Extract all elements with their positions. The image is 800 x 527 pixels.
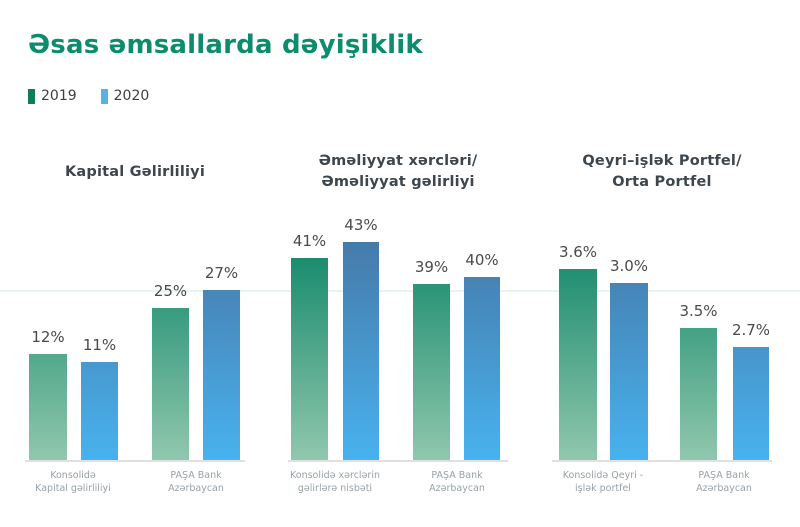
bar-value-label: 3.6%: [558, 243, 598, 261]
bar-value-label: 3.5%: [679, 302, 718, 320]
bar-value-label: 2.7%: [731, 321, 771, 339]
bar-2019: [680, 328, 717, 460]
category-label: Konsolidə Qeyri - işlək portfel: [562, 470, 644, 494]
bar-2020: [733, 347, 769, 460]
chart-group-title: Kapital Gəlirliliyi: [64, 163, 206, 180]
bar-value-label: 12%: [31, 328, 65, 346]
category-label: PAŞA Bank Azərbaycan: [429, 470, 485, 494]
chart-group-title: Əməliyyat xərcləri/Əməliyyat gəlirliyi: [318, 153, 478, 190]
page-title: Əsas əmsallarda dəyişiklik: [28, 30, 423, 60]
legend-item-2020: 2020: [100, 88, 150, 104]
x-axis-line: [552, 460, 772, 462]
category-label: PAŞA Bank Azərbaycan: [696, 470, 752, 494]
bar-2020: [343, 242, 379, 460]
category-label: Konsolidə Kapital gəlirliliyi: [35, 470, 111, 494]
bar-2019: [413, 284, 450, 460]
bar-value-label: 41%: [292, 232, 327, 250]
bar-value-label: 3.0%: [609, 257, 649, 275]
legend-item-2019: 2019: [28, 88, 77, 104]
bar-2019: [29, 354, 67, 460]
bar-2020: [610, 283, 648, 460]
bar-value-label: 25%: [153, 282, 188, 300]
legend-label: 2019: [41, 88, 77, 104]
legend-swatch-icon: [28, 88, 35, 104]
bar-value-label: 40%: [465, 251, 499, 269]
x-axis-line: [25, 460, 245, 462]
bar-2020: [203, 290, 240, 460]
legend-label: 2020: [113, 88, 150, 104]
bar-2019: [152, 308, 189, 460]
legend-swatch-icon: [100, 88, 108, 104]
bar-value-label: 43%: [344, 216, 378, 234]
bar-2019: [559, 269, 597, 460]
chart-legend: 2019 2020: [28, 88, 149, 104]
category-label: Konsolidə xərclərin gəlirlərə nisbəti: [290, 470, 380, 494]
background-gridline: [0, 290, 800, 292]
chart-group-title: Qeyri–işlək Portfel/Orta Portfel: [582, 153, 742, 190]
x-axis-line: [288, 460, 508, 462]
bar-value-label: 27%: [204, 264, 239, 282]
bar-2019: [291, 258, 328, 460]
bar-2020: [81, 362, 118, 460]
bar-value-label: 39%: [414, 258, 449, 276]
bar-value-label: 11%: [82, 336, 117, 354]
category-label: PAŞA Bank Azərbaycan: [168, 470, 224, 494]
bar-2020: [464, 277, 500, 460]
